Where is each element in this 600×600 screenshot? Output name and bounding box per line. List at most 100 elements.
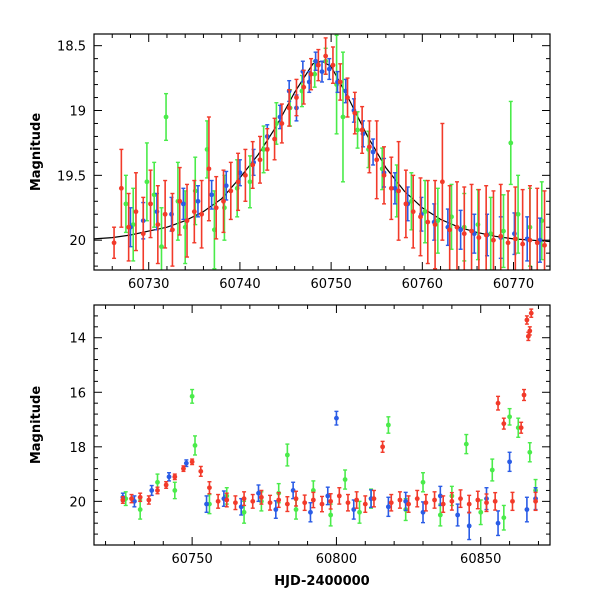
top-series-2 (111, 37, 547, 270)
bottom-data-point (437, 493, 443, 499)
bottom-data-point (492, 498, 498, 504)
top-data-point (458, 227, 464, 233)
top-data-point (155, 222, 161, 228)
bottom-data-point (172, 474, 178, 480)
top-y-axis-title: Magnitude (29, 113, 44, 192)
bottom-data-point (129, 496, 134, 502)
bottom-data-point (336, 493, 342, 499)
bottom-y-tick-label: 18 (69, 441, 86, 456)
top-data-point (488, 231, 494, 237)
top-data-point (250, 162, 256, 168)
bottom-data-point (354, 497, 360, 503)
bottom-data-point (310, 488, 316, 493)
bottom-data-point (308, 509, 313, 515)
bottom-data-point (310, 497, 316, 503)
top-data-point (515, 211, 521, 217)
bottom-data-point (342, 477, 348, 482)
bottom-data-point (420, 479, 426, 485)
bottom-data-point (380, 444, 386, 450)
top-data-point (286, 105, 292, 111)
bottom-x-tick-label: 60800 (316, 552, 357, 567)
top-data-point (195, 198, 201, 204)
bottom-data-point (501, 515, 507, 521)
top-data-point (308, 71, 314, 77)
bottom-data-point (183, 460, 189, 466)
top-axes: 60730 60740 60750 60760 60770 18.5 19 19.5 20 (57, 34, 551, 292)
top-data-point (432, 222, 438, 228)
bottom-data-point (507, 414, 512, 420)
top-data-point (170, 227, 175, 233)
bottom-data-point (440, 501, 446, 507)
bottom-y-tick-label: 16 (69, 386, 86, 401)
top-data-point (410, 209, 416, 215)
bottom-data-point (495, 400, 501, 406)
bottom-data-point (385, 422, 391, 428)
bottom-panel: 60750 60800 60850 14 16 18 20 Magnitude HJD-24… (29, 304, 551, 589)
top-x-tick-label: 60740 (219, 277, 260, 292)
top-data-point (242, 172, 248, 178)
top-data-point (392, 185, 398, 191)
top-data-point (447, 227, 453, 233)
bottom-data-point (149, 488, 155, 493)
top-data-point (209, 192, 215, 198)
top-data-point (223, 183, 229, 189)
bottom-data-point (533, 498, 538, 504)
top-data-point (312, 71, 318, 77)
bottom-data-point (528, 310, 534, 316)
bottom-data-point (189, 393, 195, 399)
top-series-0 (123, 34, 545, 270)
bottom-data-point (241, 496, 247, 502)
bottom-data-point (334, 415, 339, 421)
top-data-point (221, 198, 226, 204)
top-y-tick-label: 18.5 (57, 40, 86, 55)
bottom-data-point (284, 452, 290, 458)
bottom-data-point (276, 497, 282, 503)
bottom-data-point (155, 479, 160, 485)
bottom-y-tick-label: 20 (69, 495, 86, 510)
bottom-data-point (518, 425, 524, 431)
bottom-data-point (293, 507, 299, 512)
top-data-point (425, 219, 431, 225)
bottom-series-1 (120, 410, 538, 541)
bottom-data-point (527, 449, 533, 455)
bottom-data-point (189, 459, 195, 465)
top-data-point (370, 149, 376, 155)
top-data-point (159, 244, 164, 250)
top-data-point (534, 240, 540, 246)
bottom-data-point (432, 497, 437, 503)
bottom-data-point (489, 467, 495, 473)
bottom-data-point (328, 512, 334, 518)
bottom-data-point (455, 512, 461, 518)
bottom-data-point (198, 468, 204, 474)
bottom-data-point (137, 494, 143, 500)
top-data-point (261, 147, 267, 152)
top-data-point (340, 114, 346, 120)
bottom-plot-area (120, 308, 538, 541)
bottom-data-point (478, 509, 484, 515)
top-data-point (313, 58, 319, 64)
top-data-point (144, 179, 150, 185)
top-data-point (439, 179, 445, 185)
top-data-point (422, 209, 428, 215)
top-data-point (257, 157, 263, 163)
top-data-point (111, 240, 117, 246)
bottom-data-point (256, 490, 261, 496)
top-data-point (180, 201, 186, 207)
top-data-point (133, 209, 139, 215)
top-data-point (491, 237, 496, 243)
bottom-data-point (362, 501, 368, 507)
bottom-data-point (463, 441, 469, 447)
bottom-data-point (524, 507, 530, 512)
bottom-data-point (172, 488, 178, 493)
bottom-data-point (484, 500, 489, 506)
top-data-point (374, 157, 380, 163)
top-y-tick-label: 19 (69, 105, 86, 120)
bottom-data-point (449, 498, 455, 504)
top-data-point (542, 242, 547, 248)
top-data-point (352, 110, 358, 116)
top-data-point (162, 211, 168, 217)
bottom-data-point (371, 496, 377, 502)
top-data-point (418, 214, 423, 220)
bottom-x-axis-title: HJD-2400000 (274, 574, 369, 589)
